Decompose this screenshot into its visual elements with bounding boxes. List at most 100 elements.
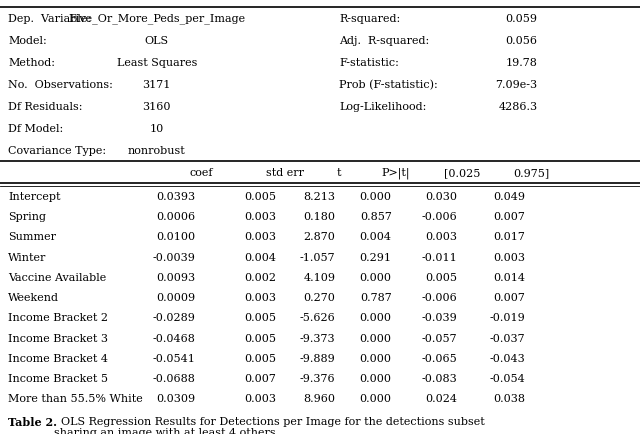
Text: 0.0009: 0.0009 bbox=[156, 293, 195, 302]
Text: -0.0039: -0.0039 bbox=[152, 252, 195, 262]
Text: 0.003: 0.003 bbox=[426, 232, 458, 242]
Text: 0.0093: 0.0093 bbox=[156, 272, 195, 282]
Text: 10: 10 bbox=[150, 124, 164, 134]
Text: 0.000: 0.000 bbox=[360, 393, 392, 403]
Text: Log-Likelihood:: Log-Likelihood: bbox=[339, 102, 427, 112]
Text: 8.960: 8.960 bbox=[303, 393, 335, 403]
Text: 0.024: 0.024 bbox=[426, 393, 458, 403]
Text: 0.000: 0.000 bbox=[360, 353, 392, 363]
Text: 0.975]: 0.975] bbox=[513, 168, 549, 178]
Text: 0.0006: 0.0006 bbox=[156, 212, 195, 222]
Text: No.  Observations:: No. Observations: bbox=[8, 80, 113, 90]
Text: 0.000: 0.000 bbox=[360, 373, 392, 383]
Text: Income Bracket 5: Income Bracket 5 bbox=[8, 373, 108, 383]
Text: -0.011: -0.011 bbox=[422, 252, 458, 262]
Text: 3160: 3160 bbox=[143, 102, 171, 112]
Text: -0.043: -0.043 bbox=[489, 353, 525, 363]
Text: -9.373: -9.373 bbox=[300, 333, 335, 343]
Text: More than 55.5% White: More than 55.5% White bbox=[8, 393, 143, 403]
Text: Winter: Winter bbox=[8, 252, 47, 262]
Text: Table 2.: Table 2. bbox=[8, 415, 58, 427]
Text: 0.005: 0.005 bbox=[244, 333, 276, 343]
Text: -0.0541: -0.0541 bbox=[152, 353, 195, 363]
Text: 0.005: 0.005 bbox=[244, 192, 276, 201]
Text: 0.005: 0.005 bbox=[244, 353, 276, 363]
Text: 0.017: 0.017 bbox=[493, 232, 525, 242]
Text: -5.626: -5.626 bbox=[300, 312, 335, 322]
Text: -0.054: -0.054 bbox=[489, 373, 525, 383]
Text: 0.003: 0.003 bbox=[493, 252, 525, 262]
Text: Vaccine Available: Vaccine Available bbox=[8, 272, 107, 282]
Text: Covariance Type:: Covariance Type: bbox=[8, 146, 106, 156]
Text: 0.787: 0.787 bbox=[360, 293, 392, 302]
Text: -0.057: -0.057 bbox=[422, 333, 458, 343]
Text: Weekend: Weekend bbox=[8, 293, 60, 302]
Text: -0.083: -0.083 bbox=[422, 373, 458, 383]
Text: -0.0289: -0.0289 bbox=[152, 312, 195, 322]
Text: -9.376: -9.376 bbox=[300, 373, 335, 383]
Text: Income Bracket 4: Income Bracket 4 bbox=[8, 353, 108, 363]
Text: Prob (F-statistic):: Prob (F-statistic): bbox=[339, 79, 438, 90]
Text: 0.059: 0.059 bbox=[506, 14, 538, 24]
Text: 3171: 3171 bbox=[143, 80, 171, 90]
Text: 0.000: 0.000 bbox=[360, 312, 392, 322]
Text: [0.025: [0.025 bbox=[444, 168, 480, 178]
Text: 0.291: 0.291 bbox=[360, 252, 392, 262]
Text: 2.870: 2.870 bbox=[303, 232, 335, 242]
Text: Five_Or_More_Peds_per_Image: Five_Or_More_Peds_per_Image bbox=[68, 13, 245, 24]
Text: 8.213: 8.213 bbox=[303, 192, 335, 201]
Text: 0.005: 0.005 bbox=[244, 312, 276, 322]
Text: 0.056: 0.056 bbox=[506, 36, 538, 46]
Text: 0.0309: 0.0309 bbox=[156, 393, 195, 403]
Text: Dep.  Variable:: Dep. Variable: bbox=[8, 14, 92, 24]
Text: 0.180: 0.180 bbox=[303, 212, 335, 222]
Text: 0.038: 0.038 bbox=[493, 393, 525, 403]
Text: Model:: Model: bbox=[8, 36, 47, 46]
Text: 0.0393: 0.0393 bbox=[156, 192, 195, 201]
Text: 0.000: 0.000 bbox=[360, 272, 392, 282]
Text: Intercept: Intercept bbox=[8, 192, 61, 201]
Text: 0.000: 0.000 bbox=[360, 192, 392, 201]
Text: -0.0468: -0.0468 bbox=[152, 333, 195, 343]
Text: 0.007: 0.007 bbox=[493, 212, 525, 222]
Text: Income Bracket 2: Income Bracket 2 bbox=[8, 312, 108, 322]
Text: -0.006: -0.006 bbox=[422, 293, 458, 302]
Text: -0.037: -0.037 bbox=[489, 333, 525, 343]
Text: Method:: Method: bbox=[8, 58, 55, 68]
Text: F-statistic:: F-statistic: bbox=[339, 58, 399, 68]
Text: -0.039: -0.039 bbox=[422, 312, 458, 322]
Text: 0.002: 0.002 bbox=[244, 272, 276, 282]
Text: -0.019: -0.019 bbox=[489, 312, 525, 322]
Text: 0.003: 0.003 bbox=[244, 232, 276, 242]
Text: 0.004: 0.004 bbox=[244, 252, 276, 262]
Text: Summer: Summer bbox=[8, 232, 56, 242]
Text: 0.003: 0.003 bbox=[244, 393, 276, 403]
Text: t: t bbox=[337, 168, 342, 178]
Text: Least Squares: Least Squares bbox=[116, 58, 197, 68]
Text: Spring: Spring bbox=[8, 212, 46, 222]
Text: 0.007: 0.007 bbox=[493, 293, 525, 302]
Text: coef: coef bbox=[190, 168, 213, 178]
Text: Df Model:: Df Model: bbox=[8, 124, 63, 134]
Text: 4286.3: 4286.3 bbox=[499, 102, 538, 112]
Text: -9.889: -9.889 bbox=[300, 353, 335, 363]
Text: 0.004: 0.004 bbox=[360, 232, 392, 242]
Text: Adj.  R-squared:: Adj. R-squared: bbox=[339, 36, 429, 46]
Text: 4.109: 4.109 bbox=[303, 272, 335, 282]
Text: -0.065: -0.065 bbox=[422, 353, 458, 363]
Text: -0.006: -0.006 bbox=[422, 212, 458, 222]
Text: 0.049: 0.049 bbox=[493, 192, 525, 201]
Text: 0.857: 0.857 bbox=[360, 212, 392, 222]
Text: 0.270: 0.270 bbox=[303, 293, 335, 302]
Text: 0.007: 0.007 bbox=[244, 373, 276, 383]
Text: OLS Regression Results for Detections per Image for the detections subset
sharin: OLS Regression Results for Detections pe… bbox=[54, 415, 485, 434]
Text: std err: std err bbox=[266, 168, 304, 178]
Text: 0.030: 0.030 bbox=[426, 192, 458, 201]
Text: 0.003: 0.003 bbox=[244, 212, 276, 222]
Text: R-squared:: R-squared: bbox=[339, 14, 401, 24]
Text: 0.005: 0.005 bbox=[426, 272, 458, 282]
Text: nonrobust: nonrobust bbox=[128, 146, 186, 156]
Text: Df Residuals:: Df Residuals: bbox=[8, 102, 83, 112]
Text: P>|t|: P>|t| bbox=[381, 167, 410, 178]
Text: -1.057: -1.057 bbox=[300, 252, 335, 262]
